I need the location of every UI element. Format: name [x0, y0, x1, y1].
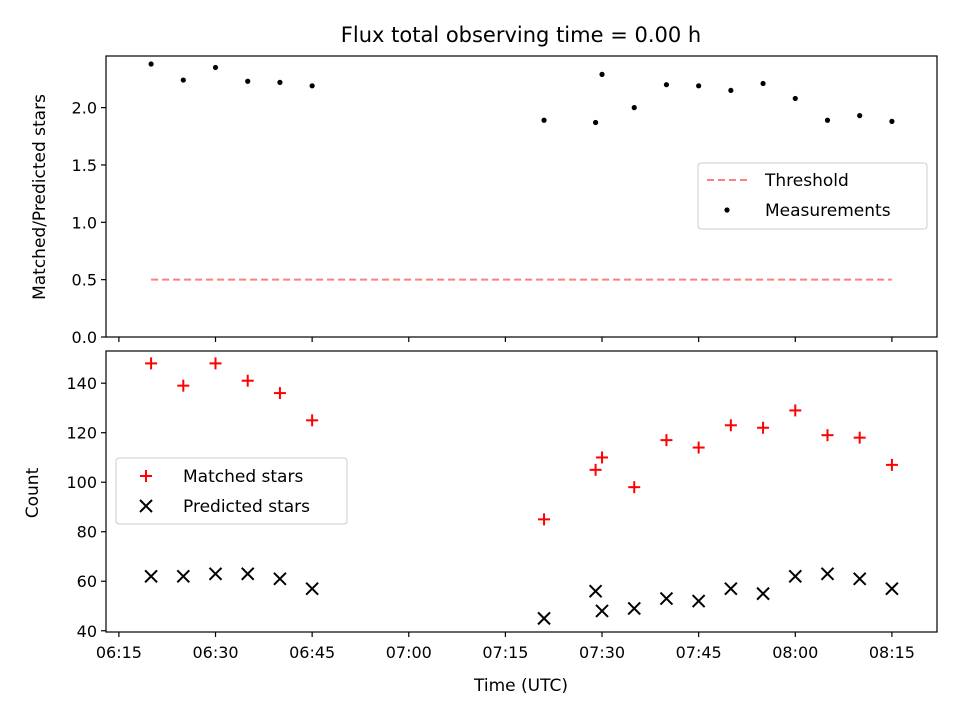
predicted-stars-point-5	[305, 581, 319, 596]
predicted-stars-point-7	[588, 584, 603, 598]
predicted-stars-point-15	[820, 567, 835, 581]
top-legend-box	[697, 162, 928, 230]
matched-stars-point-12	[724, 419, 737, 432]
xtick-label-5: 07:30	[579, 643, 625, 662]
ytick-label-1-4: 120	[66, 424, 97, 443]
ytick-label-1-0: 40	[77, 622, 97, 641]
predicted-stars-point-16	[852, 572, 867, 586]
xtick-label-1: 06:30	[192, 643, 238, 662]
matched-stars-point-6	[538, 513, 551, 526]
matched-stars-point-0	[145, 357, 158, 370]
predicted-stars-point-9	[627, 601, 641, 616]
ytick-label-0-0: 0.0	[72, 328, 97, 347]
predicted-stars-point-2	[208, 567, 223, 581]
matched-stars-point-1	[177, 379, 190, 392]
predicted-stars-point-6	[537, 611, 551, 626]
top-plot-area: 0.0 0.5 1.0 1.5 2.0	[72, 55, 938, 347]
matched-stars-point-8	[596, 451, 609, 464]
measurements-point-12	[728, 87, 734, 94]
predicted-stars-point-3	[241, 567, 255, 581]
predicted-stars-point-14	[788, 569, 802, 584]
measurements-point-8	[599, 71, 605, 77]
predicted-stars-point-17	[885, 581, 899, 596]
measurements-point-2	[212, 64, 219, 71]
xtick-label-6: 07:45	[676, 643, 722, 662]
ytick-label-1-5: 140	[66, 374, 97, 393]
matched-stars-point-2	[209, 357, 222, 370]
measurements-point-15	[824, 117, 831, 123]
measurements-point-11	[696, 83, 702, 89]
measurements-point-0	[148, 61, 154, 67]
bottom-xlabel: Time (UTC)	[473, 676, 568, 696]
measurements-point-17	[889, 118, 895, 124]
measurements-point-3	[245, 78, 251, 84]
matched-stars-point-9	[628, 481, 641, 494]
matched-stars-point-5	[306, 414, 319, 427]
legend-predicted-label: Predicted stars	[183, 497, 310, 517]
matched-stars-point-7	[589, 463, 602, 476]
predicted-stars-point-12	[724, 581, 738, 596]
matched-stars-point-16	[853, 431, 866, 444]
legend-measurements-label: Measurements	[765, 201, 891, 221]
predicted-stars-point-10	[659, 591, 674, 606]
bottom-ylabel: Count	[23, 467, 43, 518]
matched-stars-point-10	[660, 434, 673, 447]
measurements-point-10	[663, 82, 670, 88]
xtick-label-7: 08:00	[772, 643, 818, 662]
panel-frame-0	[105, 55, 938, 338]
measurements-point-7	[592, 119, 599, 126]
xtick-label-3: 07:00	[386, 643, 432, 662]
matched-stars-point-14	[789, 404, 802, 417]
xtick-label-2: 06:45	[289, 643, 335, 662]
top-ylabel: Matched/Predicted stars	[30, 94, 50, 300]
measurements-point-16	[857, 113, 863, 119]
legend-matched-swatch	[140, 470, 152, 482]
ytick-label-1-1: 60	[77, 572, 97, 591]
matched-stars-point-15	[821, 429, 834, 442]
ytick-label-0-4: 2.0	[72, 99, 97, 118]
panel-frame-1	[105, 350, 938, 633]
predicted-stars-point-0	[144, 569, 158, 584]
matched-stars-point-17	[885, 458, 898, 471]
matched-stars-point-11	[692, 441, 705, 454]
measurements-point-9	[631, 105, 637, 111]
top-legend: Threshold Measurements	[697, 162, 928, 230]
xtick-label-4: 07:15	[482, 643, 528, 662]
measurements-point-14	[792, 95, 798, 102]
xtick-label-8: 08:15	[869, 643, 915, 662]
chart-title: Flux total observing time = 0.00 h	[341, 23, 701, 47]
xtick-label-0: 06:15	[96, 643, 142, 662]
predicted-stars-point-11	[691, 594, 706, 608]
measurements-point-5	[309, 83, 315, 89]
ytick-label-1-3: 100	[66, 473, 97, 492]
bottom-legend-box	[115, 457, 348, 525]
legend-threshold-label: Threshold	[764, 171, 849, 191]
bottom-legend: Matched stars Predicted stars	[115, 457, 348, 525]
matched-stars-point-3	[241, 374, 254, 387]
bottom-plot-area: 40 60 80 100 120 140 06:15 06:30 06:45 07:00 07:15…	[66, 350, 938, 662]
matched-stars-point-4	[273, 387, 286, 400]
predicted-stars-point-1	[176, 569, 191, 584]
predicted-stars-point-4	[273, 572, 287, 586]
ytick-label-0-1: 0.5	[72, 271, 97, 290]
matched-stars-point-13	[757, 421, 770, 434]
measurements-point-1	[180, 77, 186, 83]
measurements-point-6	[541, 117, 547, 123]
ytick-label-1-2: 80	[77, 523, 97, 542]
predicted-stars-point-13	[756, 586, 770, 601]
measurements-point-4	[277, 79, 283, 85]
legend-matched-label: Matched stars	[183, 467, 303, 487]
ytick-label-0-3: 1.5	[72, 156, 97, 175]
predicted-stars-point-8	[595, 604, 609, 618]
ytick-label-0-2: 1.0	[72, 213, 97, 232]
legend-predicted-swatch	[139, 499, 153, 513]
measurements-point-13	[760, 80, 766, 87]
legend-measurements-swatch	[724, 207, 730, 213]
